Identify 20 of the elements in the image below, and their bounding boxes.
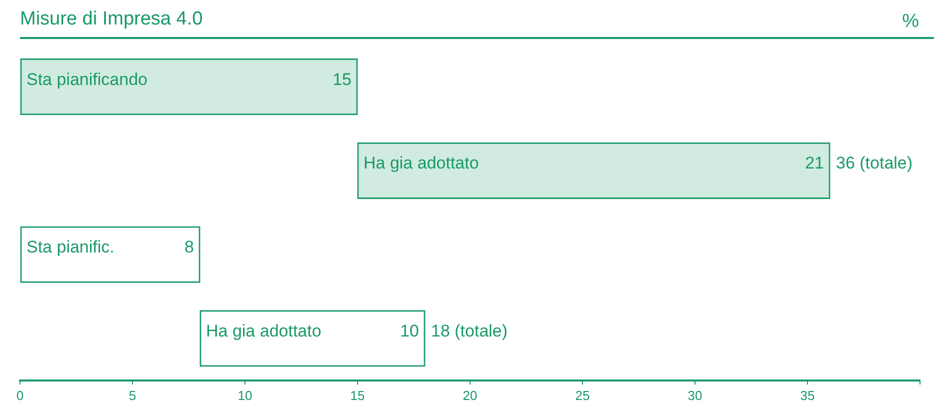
x-tick-label: 35 bbox=[800, 388, 815, 403]
y-tick-label: Sta pianificando bbox=[26, 70, 148, 89]
chart-title: Misure di Impresa 4.0 bbox=[20, 8, 203, 30]
x-tick-label: 0 bbox=[16, 388, 24, 403]
x-tick-label: 5 bbox=[128, 388, 136, 403]
data-label: 10 bbox=[400, 321, 419, 340]
data-label: 8 bbox=[184, 238, 194, 257]
y-tick-label: Ha gia adottato bbox=[206, 321, 322, 340]
x-tick-label: 10 bbox=[238, 388, 252, 403]
data-label: 15 bbox=[332, 70, 352, 89]
x-axis-title: % bbox=[902, 11, 920, 32]
x-tick-label: 20 bbox=[462, 388, 478, 403]
x-tick-label: 25 bbox=[575, 388, 590, 403]
x-tick-label: 30 bbox=[688, 388, 702, 403]
annotation: 18 (totale) bbox=[431, 321, 508, 340]
x-tick-label: 15 bbox=[350, 388, 365, 403]
annotation: 36 (totale) bbox=[836, 154, 913, 173]
y-tick-label: Sta pianific. bbox=[26, 238, 114, 257]
data-label: 21 bbox=[805, 154, 824, 173]
y-tick-label: Ha gia adottato bbox=[364, 154, 479, 173]
